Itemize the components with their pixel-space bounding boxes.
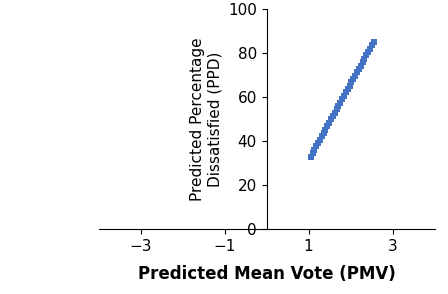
Point: [361, 56, 368, 61]
Point: [359, 60, 366, 64]
Point: [320, 131, 327, 135]
Point: [352, 73, 359, 78]
Point: [348, 80, 355, 85]
Point: [329, 114, 336, 118]
Point: [365, 50, 372, 54]
Point: [344, 87, 351, 91]
Point: [309, 151, 316, 156]
Point: [307, 154, 314, 159]
Point: [337, 100, 344, 105]
Point: [316, 137, 323, 142]
Point: [318, 134, 325, 139]
Point: [346, 83, 353, 88]
Point: [368, 43, 375, 48]
Point: [357, 63, 364, 68]
Point: [322, 127, 329, 132]
Point: [342, 90, 349, 95]
Point: [311, 148, 318, 152]
X-axis label: Predicted Mean Vote (PMV): Predicted Mean Vote (PMV): [138, 265, 396, 283]
Point: [324, 124, 331, 128]
Point: [314, 141, 322, 146]
Point: [326, 121, 333, 125]
Point: [335, 103, 342, 108]
Point: [339, 97, 346, 102]
Point: [331, 110, 338, 115]
Point: [363, 53, 370, 58]
Y-axis label: Predicted Percentage
Dissatisfied (PPD): Predicted Percentage Dissatisfied (PPD): [190, 37, 222, 201]
Point: [333, 107, 340, 112]
Point: [350, 77, 357, 81]
Point: [355, 66, 362, 71]
Point: [340, 93, 348, 98]
Point: [327, 117, 335, 122]
Point: [353, 70, 361, 75]
Point: [370, 39, 377, 44]
Point: [366, 46, 374, 51]
Point: [313, 144, 320, 149]
